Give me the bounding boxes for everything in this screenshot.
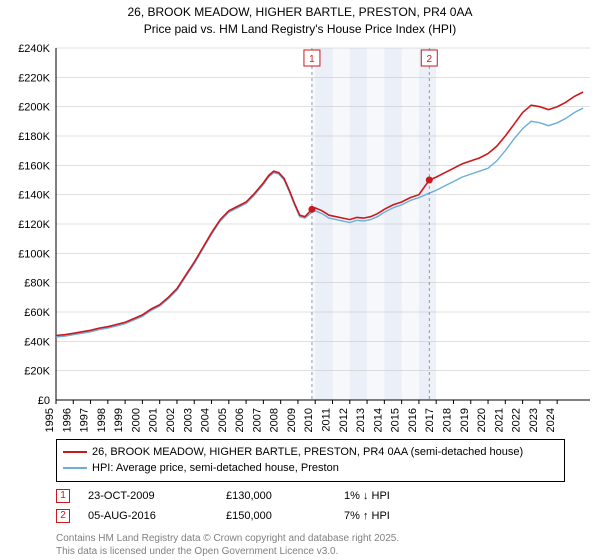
svg-text:2008: 2008 bbox=[269, 408, 281, 432]
svg-text:2016: 2016 bbox=[407, 408, 419, 432]
svg-text:2012: 2012 bbox=[338, 408, 350, 432]
title-line2: Price paid vs. HM Land Registry's House … bbox=[0, 21, 600, 38]
svg-text:2022: 2022 bbox=[511, 408, 523, 432]
svg-text:£40K: £40K bbox=[24, 336, 50, 348]
txn-row-1: 1 23-OCT-2009 £130,000 1% ↓ HPI bbox=[56, 486, 565, 506]
svg-text:2014: 2014 bbox=[372, 408, 384, 432]
txn-marker-1 bbox=[308, 205, 315, 212]
svg-text:2021: 2021 bbox=[493, 408, 505, 432]
svg-text:2: 2 bbox=[427, 54, 433, 65]
svg-text:1: 1 bbox=[309, 54, 315, 65]
svg-text:2007: 2007 bbox=[251, 408, 263, 432]
svg-text:£220K: £220K bbox=[18, 72, 50, 84]
svg-text:2005: 2005 bbox=[217, 408, 229, 432]
svg-text:1997: 1997 bbox=[79, 408, 91, 432]
txn-price: £130,000 bbox=[226, 490, 326, 502]
txn-date: 05-AUG-2016 bbox=[88, 510, 208, 522]
svg-text:£20K: £20K bbox=[24, 365, 50, 377]
title-line1: 26, BROOK MEADOW, HIGHER BARTLE, PRESTON… bbox=[0, 4, 600, 21]
txn-change: 1% ↓ HPI bbox=[344, 490, 444, 502]
legend: 26, BROOK MEADOW, HIGHER BARTLE, PRESTON… bbox=[56, 439, 565, 482]
legend-label: 26, BROOK MEADOW, HIGHER BARTLE, PRESTON… bbox=[92, 444, 523, 461]
svg-text:£0: £0 bbox=[38, 395, 50, 407]
svg-text:2020: 2020 bbox=[476, 408, 488, 432]
txn-change: 7% ↑ HPI bbox=[344, 510, 444, 522]
svg-text:1995: 1995 bbox=[44, 408, 56, 432]
svg-text:£160K: £160K bbox=[18, 160, 50, 172]
legend-label: HPI: Average price, semi-detached house,… bbox=[92, 460, 339, 477]
legend-item-1: HPI: Average price, semi-detached house,… bbox=[63, 460, 558, 477]
svg-text:2023: 2023 bbox=[528, 408, 540, 432]
svg-text:2003: 2003 bbox=[182, 408, 194, 432]
svg-text:2004: 2004 bbox=[200, 408, 212, 432]
svg-text:2009: 2009 bbox=[286, 408, 298, 432]
legend-swatch bbox=[63, 451, 87, 453]
svg-text:2017: 2017 bbox=[424, 408, 436, 432]
svg-text:£120K: £120K bbox=[18, 219, 50, 231]
svg-text:£200K: £200K bbox=[18, 101, 50, 113]
svg-text:2000: 2000 bbox=[130, 408, 142, 432]
svg-text:2018: 2018 bbox=[441, 408, 453, 432]
txn-price: £150,000 bbox=[226, 510, 326, 522]
svg-text:£100K: £100K bbox=[18, 248, 50, 260]
svg-text:2013: 2013 bbox=[355, 408, 367, 432]
svg-text:2011: 2011 bbox=[321, 408, 333, 432]
footer-license: Contains HM Land Registry data © Crown c… bbox=[56, 532, 565, 558]
svg-text:2015: 2015 bbox=[390, 408, 402, 432]
footer-line1: Contains HM Land Registry data © Crown c… bbox=[56, 532, 565, 545]
svg-text:£180K: £180K bbox=[18, 131, 50, 143]
svg-text:1999: 1999 bbox=[113, 408, 125, 432]
txn-marker-2 bbox=[426, 176, 433, 183]
legend-item-0: 26, BROOK MEADOW, HIGHER BARTLE, PRESTON… bbox=[63, 444, 558, 461]
svg-text:2001: 2001 bbox=[148, 408, 160, 432]
transactions-table: 1 23-OCT-2009 £130,000 1% ↓ HPI 2 05-AUG-2016… bbox=[56, 486, 565, 526]
svg-text:2002: 2002 bbox=[165, 408, 177, 432]
txn-row-2: 2 05-AUG-2016 £150,000 7% ↑ HPI bbox=[56, 506, 565, 526]
chart-svg: £0 £20K £40K £60K £80K £100K £120K £140K £160K £1… bbox=[0, 40, 600, 435]
txn-badge: 2 bbox=[56, 509, 70, 523]
svg-text:£140K: £140K bbox=[18, 189, 50, 201]
price-chart: £0 £20K £40K £60K £80K £100K £120K £140K £160K £1… bbox=[0, 40, 600, 435]
svg-text:£60K: £60K bbox=[24, 307, 50, 319]
svg-text:2010: 2010 bbox=[303, 408, 315, 432]
txn-date: 23-OCT-2009 bbox=[88, 490, 208, 502]
legend-swatch bbox=[63, 467, 87, 469]
svg-text:2019: 2019 bbox=[459, 408, 471, 432]
svg-text:1998: 1998 bbox=[96, 408, 108, 432]
svg-text:£240K: £240K bbox=[18, 43, 50, 55]
footer-line2: This data is licensed under the Open Gov… bbox=[56, 545, 565, 558]
svg-text:£80K: £80K bbox=[24, 277, 50, 289]
svg-text:2024: 2024 bbox=[545, 408, 557, 432]
txn-badge: 1 bbox=[56, 489, 70, 503]
svg-text:2006: 2006 bbox=[234, 408, 246, 432]
chart-title: 26, BROOK MEADOW, HIGHER BARTLE, PRESTON… bbox=[0, 0, 600, 40]
svg-text:1996: 1996 bbox=[61, 408, 73, 432]
